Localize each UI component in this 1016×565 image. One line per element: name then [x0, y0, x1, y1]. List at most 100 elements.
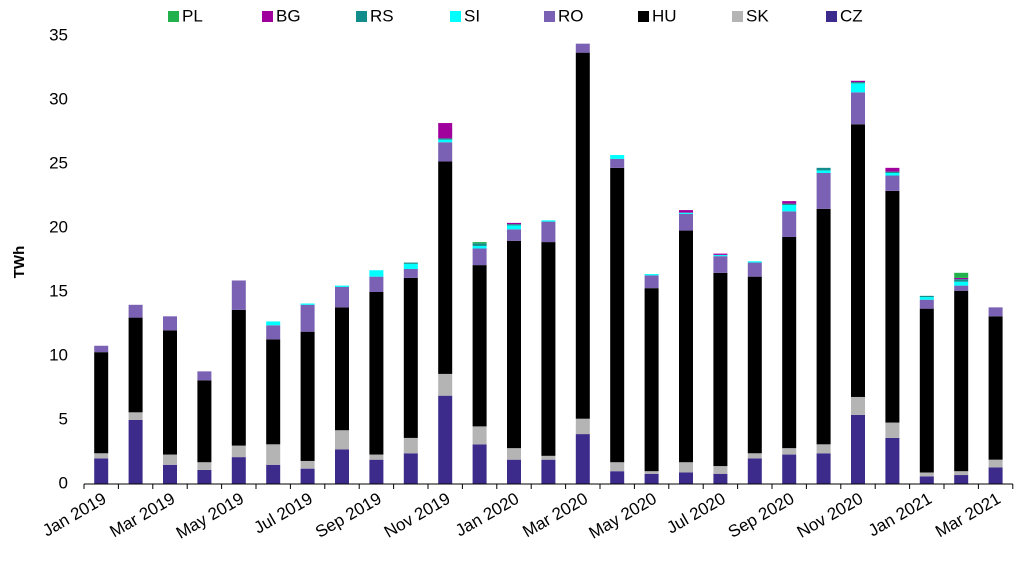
bar-segment [816, 170, 831, 173]
bar-segment [610, 155, 625, 159]
bar-segment [94, 352, 109, 454]
bar-segment [816, 208, 831, 445]
bar-segment [231, 280, 246, 310]
bar-segment [472, 265, 487, 427]
bar-segment [438, 138, 453, 140]
bar-segment [403, 277, 418, 438]
bar-segment [300, 468, 315, 484]
bar-segment [713, 272, 728, 467]
bar-segment [885, 422, 900, 438]
bar-segment [128, 420, 143, 484]
bar-segment [954, 285, 969, 291]
bar-segment [816, 172, 831, 209]
bar-segment [128, 412, 143, 420]
x-tick-label: Jul 2020 [663, 489, 728, 538]
bar-segment [507, 229, 521, 241]
bar-segment [94, 458, 109, 484]
bar-segment [335, 286, 349, 308]
bar-segment [472, 444, 487, 484]
bar-segment [954, 471, 969, 476]
y-tick-label: 0 [59, 473, 68, 492]
bar-segment [919, 295, 934, 298]
bar-segment [438, 373, 453, 396]
bar-segment [403, 268, 418, 278]
bar-segment [713, 466, 728, 474]
bar-segment [472, 243, 487, 246]
bar-segment [541, 221, 556, 243]
bar-segment [472, 248, 487, 266]
bar-segment [335, 430, 349, 450]
bar-segment [472, 245, 487, 249]
bar-segment [231, 445, 246, 458]
bar-segment [610, 471, 625, 484]
bar-segment [369, 276, 384, 292]
bar-segment [644, 275, 659, 289]
bar-segment [197, 380, 212, 463]
bar-segment [163, 454, 177, 465]
bar-segment [954, 475, 969, 484]
bar-segment [679, 213, 693, 231]
bar-segment [954, 272, 969, 278]
legend-label: SK [746, 6, 769, 25]
bar-segment [438, 139, 453, 143]
bar-segment [94, 345, 109, 353]
bar-segment [919, 297, 934, 300]
bar-segment [438, 142, 453, 162]
bar-segment [851, 396, 865, 415]
x-tick-label: Jan 2020 [452, 489, 522, 540]
bar-segment [541, 459, 556, 484]
bar-segment [919, 308, 934, 473]
bar-segment [335, 285, 349, 287]
bar-segment [507, 225, 521, 230]
bar-segment [231, 309, 246, 446]
bar-segment [644, 471, 659, 474]
bar-segment [782, 211, 797, 237]
bar-segment [954, 277, 969, 280]
bar-segment [851, 80, 865, 83]
bar-segment [369, 459, 384, 484]
bar-segment [507, 459, 521, 484]
bar-segment [713, 473, 728, 484]
bar-segment [679, 212, 693, 214]
x-tick-label: Sep 2020 [725, 489, 798, 542]
bar-segment [885, 175, 900, 191]
bar-segment [163, 330, 177, 455]
bar-segment [988, 459, 1003, 468]
bar-segment [885, 167, 900, 172]
bar-segment [885, 190, 900, 423]
bar-segment [988, 467, 1003, 484]
x-tick-label: Sep 2019 [312, 489, 385, 542]
bar-segment [335, 449, 349, 484]
x-tick-label: Nov 2020 [794, 489, 867, 542]
y-axis-label: TWh [11, 246, 28, 278]
bar-segment [679, 210, 693, 213]
y-tick-label: 35 [49, 25, 68, 44]
bar-segment [954, 281, 969, 286]
bar-segment [816, 444, 831, 454]
x-tick-label: May 2019 [173, 489, 247, 543]
x-tick-label: Jan 2019 [39, 489, 109, 540]
legend-swatch [826, 11, 837, 22]
bar-segment [679, 472, 693, 484]
bar-segment [851, 82, 865, 84]
legend-swatch [168, 11, 179, 22]
y-tick-label: 10 [49, 345, 68, 364]
bar-segment [954, 279, 969, 282]
bar-segment [919, 299, 934, 309]
bar-segment [713, 254, 728, 257]
bar-segment [782, 203, 797, 205]
bar-segment [644, 473, 659, 484]
bar-segment [266, 321, 281, 326]
legend-label: RO [558, 6, 584, 25]
bar-segment [919, 476, 934, 484]
bar-segment [541, 220, 556, 222]
bar-segment [438, 395, 453, 484]
bar-segment [610, 167, 625, 463]
bar-segment [782, 236, 797, 449]
legend-swatch [262, 11, 273, 22]
bar-segment [679, 230, 693, 463]
bar-segment [300, 304, 315, 332]
bar-segment [816, 167, 831, 171]
bar-segment [197, 469, 212, 484]
